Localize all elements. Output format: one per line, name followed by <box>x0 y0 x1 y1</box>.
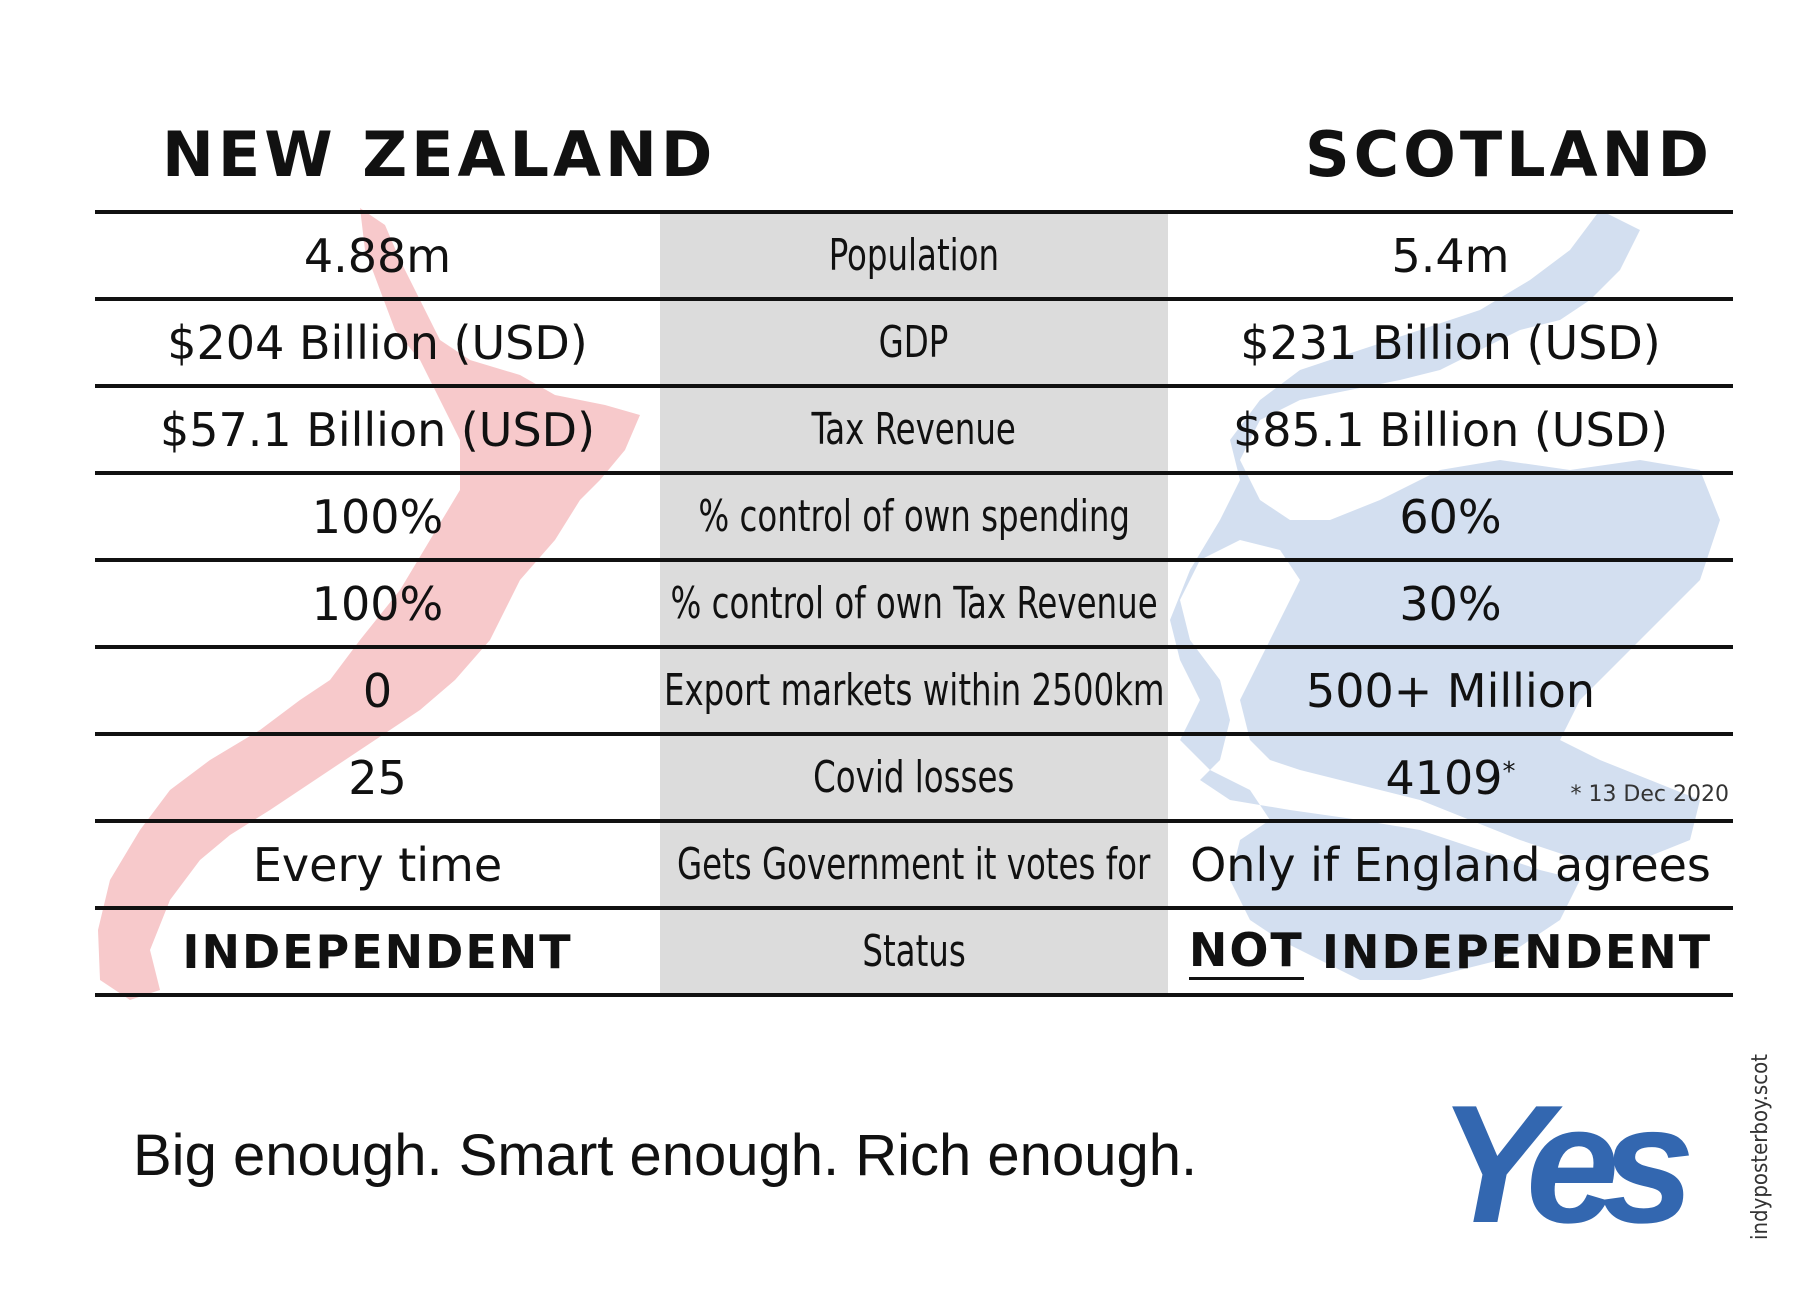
table-row-covid-losses: 25 Covid losses 4109 * * 13 Dec 2020 <box>95 736 1733 823</box>
nz-value: $204 Billion (USD) <box>167 315 588 370</box>
nz-value: 25 <box>348 750 407 805</box>
comparison-table: 4.88m Population 5.4m $204 Billion (USD)… <box>95 210 1733 1000</box>
table-row-export-markets: 0 Export markets within 2500km 500+ Mill… <box>95 649 1733 736</box>
scotland-value: 4109 * * 13 Dec 2020 <box>1168 736 1733 819</box>
scotland-value: 500+ Million <box>1305 663 1596 718</box>
nz-value: Every time <box>252 837 503 892</box>
table-row-control-tax: 100% % control of own Tax Revenue 30% <box>95 562 1733 649</box>
table-row-population: 4.88m Population 5.4m <box>95 214 1733 301</box>
nz-value: 100% <box>311 576 444 631</box>
credit-text: indyposterboy.scot <box>1748 1054 1773 1240</box>
scotland-value: NOT INDEPENDENT <box>1168 910 1733 993</box>
scotland-value: $231 Billion (USD) <box>1240 315 1661 370</box>
scotland-value: $85.1 Billion (USD) <box>1232 402 1669 457</box>
scotland-value: 5.4m <box>1391 228 1510 283</box>
table-row-gdp: $204 Billion (USD) GDP $231 Billion (USD… <box>95 301 1733 388</box>
row-label: Tax Revenue <box>660 388 1168 471</box>
nz-value: 4.88m <box>303 228 452 283</box>
table-row-government: Every time Gets Government it votes for … <box>95 823 1733 910</box>
row-label: Status <box>660 910 1168 993</box>
nz-value: 0 <box>362 663 393 718</box>
table-row-tax-revenue: $57.1 Billion (USD) Tax Revenue $85.1 Bi… <box>95 388 1733 475</box>
header-new-zealand: NEW ZEALAND <box>162 118 717 191</box>
footnote-date: * 13 Dec 2020 <box>1570 782 1729 807</box>
scotland-value: 30% <box>1399 576 1502 631</box>
row-label: Export markets within 2500km <box>660 649 1168 732</box>
scotland-status: INDEPENDENT <box>1321 924 1713 979</box>
scotland-covid-value: 4109 <box>1385 750 1503 805</box>
scotland-value: 60% <box>1399 489 1502 544</box>
tagline: Big enough. Smart enough. Rich enough. <box>133 1123 1198 1188</box>
row-label: Covid losses <box>660 736 1168 819</box>
row-label: GDP <box>660 301 1168 384</box>
footnote-marker: * <box>1502 756 1516 787</box>
nz-value: $57.1 Billion (USD) <box>159 402 596 457</box>
row-label: % control of own spending <box>660 475 1168 558</box>
row-label: Population <box>660 214 1168 297</box>
header-scotland: SCOTLAND <box>1305 118 1713 191</box>
row-label: % control of own Tax Revenue <box>660 562 1168 645</box>
nz-value: INDEPENDENT <box>182 924 573 979</box>
yes-logo: Yes <box>1438 1070 1695 1258</box>
table-top-rule <box>95 210 1733 214</box>
table-row-status: INDEPENDENT Status NOT INDEPENDENT <box>95 910 1733 997</box>
table-row-control-spending: 100% % control of own spending 60% <box>95 475 1733 562</box>
not-emphasis: NOT <box>1188 923 1304 980</box>
row-label: Gets Government it votes for <box>660 823 1168 906</box>
scotland-value: Only if England agrees <box>1190 837 1711 892</box>
nz-value: 100% <box>311 489 444 544</box>
